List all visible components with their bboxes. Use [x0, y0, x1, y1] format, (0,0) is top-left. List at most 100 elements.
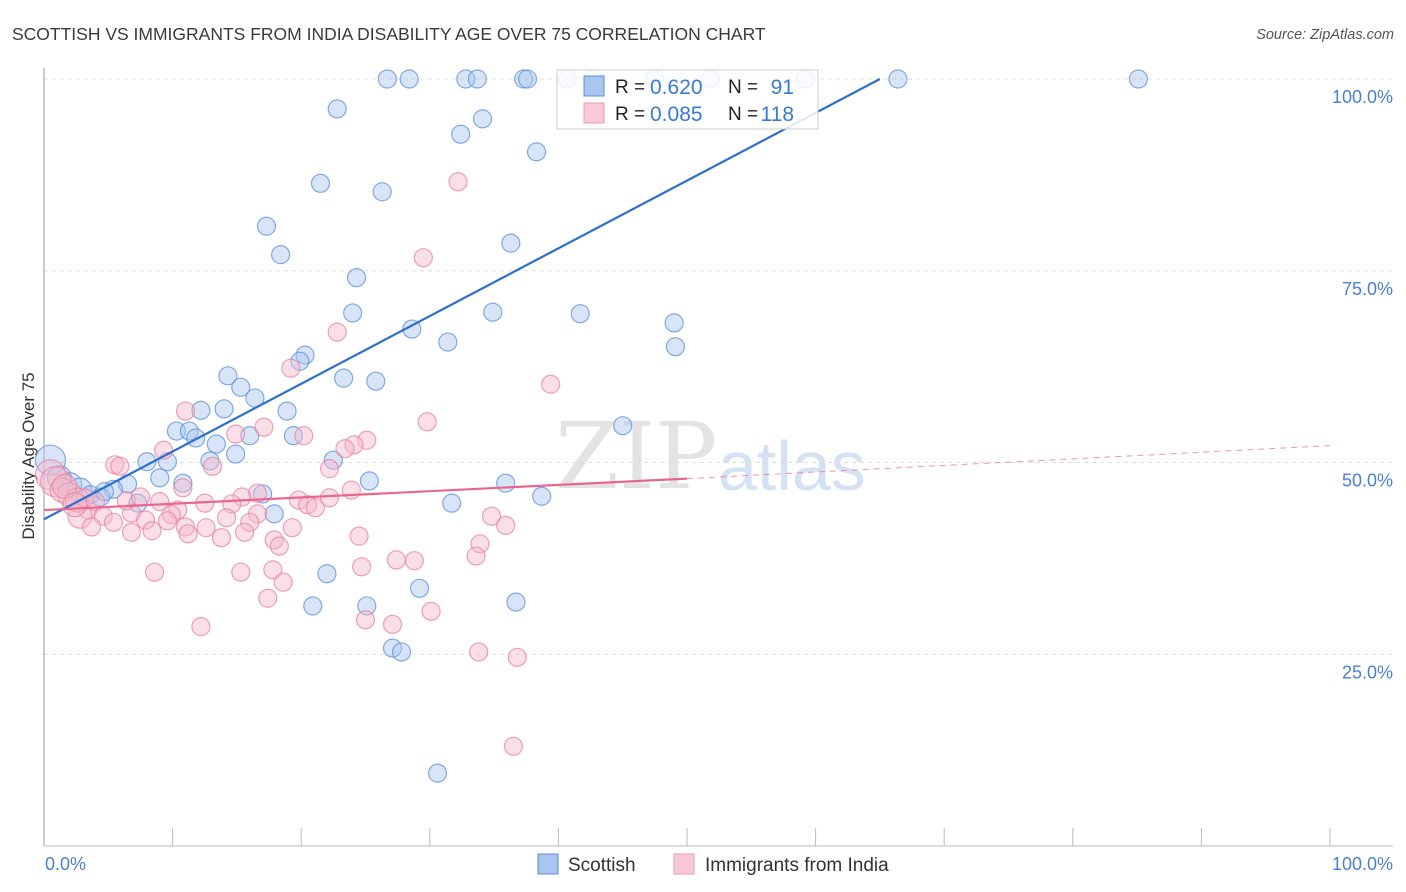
legend-label-scottish: Scottish — [568, 855, 636, 876]
scottish-point — [613, 416, 633, 436]
scottish-point — [467, 69, 487, 89]
india-point — [355, 610, 376, 630]
scottish-point — [496, 473, 516, 493]
india-point — [269, 536, 289, 556]
scottish-point — [409, 578, 430, 598]
india-point — [466, 546, 486, 566]
scottish-point — [888, 69, 908, 89]
scottish-point — [240, 426, 260, 446]
india-point — [254, 417, 274, 437]
scottish-point — [483, 302, 503, 322]
india-point — [298, 495, 318, 515]
india-point — [281, 358, 301, 378]
chart-title: SCOTTISH VS IMMIGRANTS FROM INDIA DISABI… — [12, 24, 766, 44]
scottish-point — [226, 444, 246, 464]
india-point — [173, 478, 193, 498]
scottish-point — [451, 124, 471, 144]
india-point — [404, 551, 424, 571]
bottom-legend: Scottish Immigrants from India — [537, 853, 889, 876]
scottish-r-value: 0.620 — [650, 76, 703, 99]
scottish-point — [218, 366, 238, 386]
india-point — [305, 498, 325, 518]
stats-legend: R = 0.620 N = 91 R = 0.085 N = 118 — [556, 69, 819, 130]
scottish-r-label: R = — [615, 77, 645, 98]
y-tick-label: 25.0% — [1342, 662, 1393, 682]
india-point — [62, 492, 88, 518]
india-point — [470, 534, 490, 554]
india-r-value: 0.085 — [650, 103, 703, 126]
india-point — [196, 518, 216, 538]
india-point — [103, 512, 124, 532]
scottish-point — [366, 371, 386, 391]
scottish-point — [664, 313, 684, 333]
scottish-point — [295, 345, 315, 365]
scottish-point — [150, 468, 170, 488]
india-point — [503, 736, 523, 756]
india-point — [349, 526, 369, 546]
y-tick-label: 50.0% — [1342, 471, 1393, 491]
x-tick-label-max: 100.0% — [1332, 854, 1393, 874]
scottish-point — [343, 303, 363, 323]
scottish-point — [346, 268, 367, 288]
scottish-point — [231, 377, 251, 397]
trend-line-india — [43, 477, 688, 512]
scottish-point — [264, 504, 284, 524]
india-point — [335, 439, 355, 459]
india-point — [142, 521, 162, 541]
legend-label-india: Immigrants from India — [705, 855, 889, 876]
india-point — [282, 518, 302, 538]
scottish-point — [271, 245, 291, 265]
india-n-label: N = — [728, 104, 758, 125]
scottish-point — [327, 99, 347, 119]
y-tick-labels: 25.0% 50.0% 75.0% 100.0% — [1332, 87, 1393, 682]
scottish-point — [283, 426, 304, 446]
scottish-point — [317, 564, 337, 584]
india-point — [264, 530, 284, 550]
scottish-point — [1128, 69, 1148, 89]
scottish-point — [277, 401, 297, 421]
india-point — [121, 522, 142, 542]
y-tick-label: 75.0% — [1342, 279, 1393, 299]
india-point — [263, 560, 283, 580]
scottish-swatch — [583, 75, 605, 97]
scottish-point — [456, 69, 476, 89]
scottish-point — [214, 399, 234, 419]
trend-line-india-extension — [686, 445, 1331, 480]
svg-text:ZIP: ZIP — [555, 403, 717, 510]
scottish-point — [357, 596, 377, 616]
india-point — [191, 617, 211, 637]
watermark: ZIP atlas — [555, 403, 866, 510]
scottish-point — [372, 182, 392, 202]
india-point — [110, 456, 130, 476]
india-point — [413, 248, 433, 268]
scottish-point — [399, 69, 419, 89]
india-point — [352, 557, 372, 577]
legend-item-india[interactable]: Immigrants from India — [673, 853, 889, 876]
scottish-point — [310, 173, 331, 193]
india-swatch — [583, 102, 605, 124]
scottish-point — [532, 486, 552, 506]
india-point — [507, 647, 527, 667]
trend-line-scottish — [43, 78, 881, 521]
scottish-point — [517, 69, 538, 89]
india-point — [319, 459, 340, 479]
india-point — [421, 601, 441, 621]
x-tick-label-min: 0.0% — [45, 854, 86, 874]
india-point — [448, 172, 468, 192]
scottish-n-value: 91 — [771, 76, 794, 99]
india-point — [327, 322, 347, 342]
india-point — [319, 488, 340, 508]
scottish-point — [472, 109, 493, 129]
india-point — [226, 424, 246, 444]
india-r-label: R = — [615, 104, 645, 125]
india-point — [144, 562, 165, 582]
y-tick-label: 100.0% — [1332, 87, 1393, 107]
x-ticks — [172, 828, 1331, 846]
india-point — [178, 524, 198, 544]
india-point — [541, 374, 561, 394]
scottish-point — [173, 473, 193, 493]
scottish-point — [665, 337, 686, 357]
india-point — [496, 515, 516, 535]
scottish-point — [438, 332, 458, 352]
legend-item-scottish[interactable]: Scottish — [537, 853, 636, 876]
